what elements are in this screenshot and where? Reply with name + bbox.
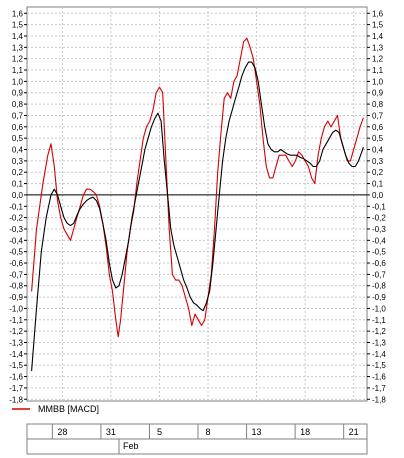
y-tick-label-left: -1,2	[9, 327, 23, 336]
x-tick-label: 28	[57, 427, 67, 437]
x-tick-label: 5	[157, 427, 162, 437]
y-tick-label-right: -1,4	[372, 350, 386, 359]
series-line-mmbb-macd	[31, 37, 364, 338]
y-tick-label-right: 0,2	[372, 168, 384, 177]
y-tick-label-left: 0,1	[12, 180, 24, 189]
y-tick-label-right: 0,6	[372, 123, 384, 132]
y-tick-label-right: 0,3	[372, 157, 384, 166]
plot-area	[26, 6, 368, 402]
y-tick-label-left: 0,6	[12, 123, 24, 132]
y-tick-label-left: 1,6	[12, 9, 24, 18]
y-tick-label-right: 0,7	[372, 111, 384, 120]
y-tick-label-right: -0,5	[372, 248, 386, 257]
y-tick-label-left: -0,3	[9, 225, 23, 234]
y-tick-label-left: -0,1	[9, 202, 23, 211]
x-ticks: 28 31 5 8 13 18 21	[51, 424, 359, 439]
y-tick-label-left: -0,4	[9, 236, 23, 245]
y-tick-label-left: -1,0	[9, 304, 23, 313]
y-tick-label-left: -0,5	[9, 248, 23, 257]
y-tick-label-right: -0,6	[372, 259, 386, 268]
y-tick-label-left: 0,3	[12, 157, 24, 166]
y-tick-label-right: 1,3	[372, 43, 384, 52]
y-tick-label-right: -1,7	[372, 384, 386, 393]
x-tick-label: 13	[252, 427, 262, 437]
y-tick-label-right: 1,4	[372, 32, 384, 41]
y-tick-label-right: -0,3	[372, 225, 386, 234]
legend: MMBB [MACD]	[12, 404, 99, 414]
y-tick-label-right: -1,8	[372, 395, 386, 404]
y-tick-label-right: 1,0	[372, 77, 384, 86]
y-tick-label-left: 1,2	[12, 55, 24, 64]
y-tick-label-left: -0,2	[9, 214, 23, 223]
y-tick-label-right: 1,1	[372, 66, 384, 75]
y-tick-label-right: -0,2	[372, 214, 386, 223]
y-tick-label-left: -1,6	[9, 373, 23, 382]
y-tick-label-left: -1,4	[9, 350, 23, 359]
y-tick-label-left: -0,8	[9, 282, 23, 291]
y-tick-label-right: 1,6	[372, 9, 384, 18]
y-tick-label-left: 0,8	[12, 100, 24, 109]
y-tick-label-right: 0,9	[372, 89, 384, 98]
y-tick-label-right: -1,1	[372, 316, 386, 325]
y-tick-label-right: -0,9	[372, 293, 386, 302]
month-label: Feb	[123, 441, 139, 451]
y-tick-label-right: 1,2	[372, 55, 384, 64]
y-tick-label-right: -1,0	[372, 304, 386, 313]
y-tick-label-right: -0,1	[372, 202, 386, 211]
y-tick-label-left: -0,7	[9, 270, 23, 279]
y-tick-label-right: -1,3	[372, 339, 386, 348]
y-tick-label-left: -0,9	[9, 293, 23, 302]
y-tick-label-right: -1,6	[372, 373, 386, 382]
y-tick-label-left: -1,3	[9, 339, 23, 348]
legend-label: MMBB [MACD]	[38, 404, 99, 414]
y-axis-right: 1,6 1,5 1,4 1,3 1,2 1,1 1,0 0,9 0,8 0,7 0,6 0,5 0,4 0…	[367, 9, 386, 404]
y-tick-label-right: 0,8	[372, 100, 384, 109]
x-tick-label: 31	[106, 427, 116, 437]
y-tick-label-left: 0,0	[12, 191, 24, 200]
y-tick-label-left: -1,8	[9, 395, 23, 404]
y-tick-label-right: 0,4	[372, 146, 384, 155]
y-tick-label-left: 1,4	[12, 32, 24, 41]
y-tick-label-left: -1,1	[9, 316, 23, 325]
y-tick-label-left: 1,3	[12, 43, 24, 52]
y-tick-label-right: 0,5	[372, 134, 384, 143]
series-lines	[31, 37, 364, 371]
y-tick-label-left: 1,1	[12, 66, 24, 75]
y-tick-label-left: -1,7	[9, 384, 23, 393]
y-tick-label-right: 0,0	[372, 191, 384, 200]
y-tick-label-left: 0,2	[12, 168, 24, 177]
y-tick-label-right: -1,5	[372, 361, 386, 370]
x-tick-label: 8	[206, 427, 211, 437]
y-tick-label-right: -0,8	[372, 282, 386, 291]
time-axis: 28 31 5 8 13 18 21 Feb	[26, 423, 368, 455]
series-line-signal	[31, 61, 364, 371]
x-tick-label: 18	[300, 427, 310, 437]
y-tick-label-left: 0,7	[12, 111, 24, 120]
y-tick-label-left: -0,6	[9, 259, 23, 268]
y-tick-label-right: -0,4	[372, 236, 386, 245]
y-tick-label-right: -0,7	[372, 270, 386, 279]
y-tick-label-left: -1,5	[9, 361, 23, 370]
y-tick-label-left: 1,5	[12, 21, 24, 30]
y-tick-label-left: 0,4	[12, 146, 24, 155]
y-axis-left: 1,6 1,5 1,4 1,3 1,2 1,1 1,0 0,9 0,8 0,7 0,6 0,5 0,4 0…	[9, 9, 27, 404]
y-tick-label-left: 0,9	[12, 89, 24, 98]
y-tick-label-right: 0,1	[372, 180, 384, 189]
y-tick-label-left: 1,0	[12, 77, 24, 86]
x-tick-label: 21	[349, 427, 359, 437]
y-tick-label-right: -1,2	[372, 327, 386, 336]
y-tick-label-right: 1,5	[372, 21, 384, 30]
y-tick-label-left: 0,5	[12, 134, 24, 143]
